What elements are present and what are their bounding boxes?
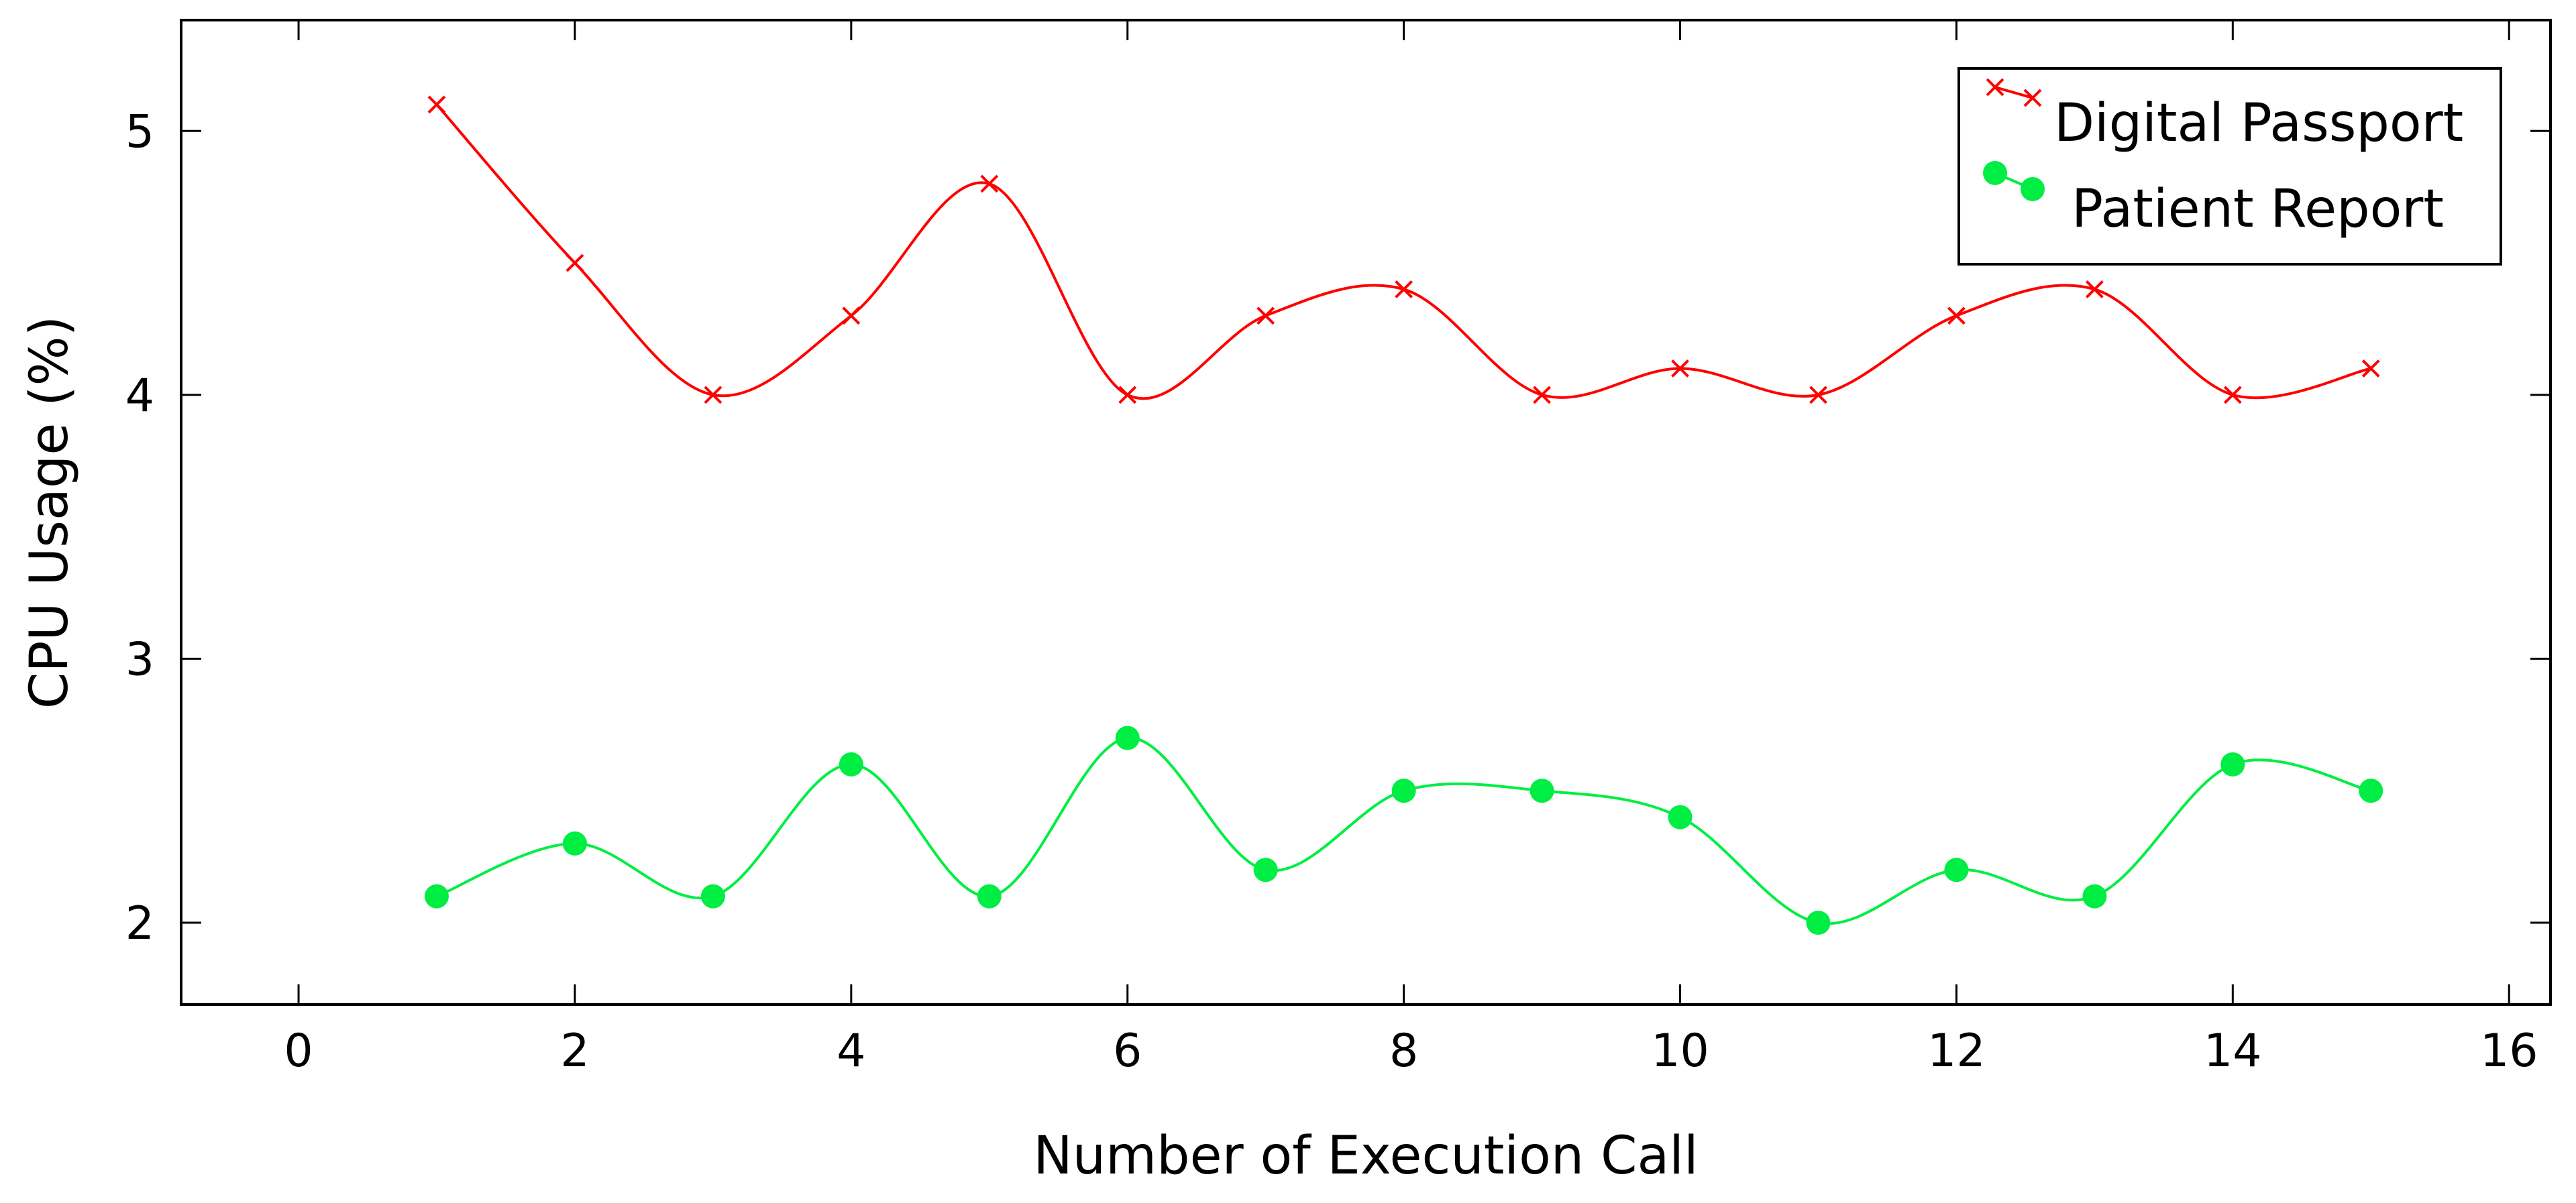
data-point-patient-report (562, 831, 587, 856)
x-tick-label: 16 (2480, 1025, 2538, 1078)
x-tick-label: 12 (1927, 1025, 1986, 1078)
data-point-digital-passport (2361, 359, 2380, 378)
series-digital-passport (427, 95, 2380, 404)
legend-marker-patient-report (2021, 177, 2045, 201)
x-axis-title: Number of Execution Call (1033, 1126, 1698, 1186)
data-point-digital-passport (1395, 280, 1413, 298)
legend-marker-digital-passport (1986, 78, 2004, 97)
plot-frame (180, 19, 2552, 1006)
x-tick-label: 6 (1113, 1025, 1142, 1078)
data-point-digital-passport (566, 253, 584, 272)
data-point-patient-report (425, 884, 449, 909)
data-point-patient-report (2082, 884, 2107, 909)
series-line-digital-passport (435, 103, 2371, 400)
data-point-patient-report (977, 884, 1002, 909)
data-point-patient-report (1529, 779, 1554, 803)
legend-label-digital-passport: Digital Passport (2054, 93, 2463, 154)
data-point-patient-report (1668, 805, 1693, 829)
x-tick-label: 8 (1389, 1025, 1418, 1078)
data-point-patient-report (700, 884, 725, 909)
legend-sample-digital-passport (1986, 78, 2042, 107)
data-point-digital-passport (1809, 386, 1827, 404)
x-tick-label: 2 (560, 1025, 589, 1078)
legend-line-digital-passport (1994, 86, 2033, 99)
legend-box (1957, 67, 2502, 266)
y-axis-title: CPU Usage (%) (19, 316, 80, 709)
data-point-digital-passport (2223, 386, 2242, 404)
legend-label-patient-report: Patient Report (2072, 179, 2444, 239)
data-point-digital-passport (1947, 306, 1966, 325)
legend-sample-patient-report (1983, 161, 2045, 201)
series-line-patient-report (436, 736, 2371, 925)
data-point-digital-passport (1533, 386, 1551, 404)
data-point-digital-passport (1118, 386, 1137, 404)
data-point-digital-passport (1671, 359, 1689, 378)
x-tick-label: 0 (284, 1025, 313, 1078)
y-tick-label: 4 (125, 369, 154, 422)
legend: Digital Passport Patient Report (1957, 67, 2502, 266)
y-tick-label: 3 (125, 633, 154, 686)
x-tick-label: 10 (1651, 1025, 1709, 1078)
series-patient-report (425, 726, 2383, 935)
legend-marker-digital-passport (2023, 89, 2042, 107)
data-point-digital-passport (980, 174, 999, 193)
data-point-digital-passport (842, 306, 861, 325)
data-point-patient-report (2359, 779, 2383, 803)
data-point-patient-report (1806, 910, 1831, 935)
data-point-digital-passport (2085, 280, 2104, 298)
data-point-patient-report (1944, 858, 1969, 882)
legend-marker-patient-report (1983, 161, 2007, 185)
y-tick-label: 2 (125, 897, 154, 950)
series-layer (425, 95, 2383, 935)
data-point-patient-report (1115, 726, 1140, 750)
data-point-digital-passport (704, 386, 722, 404)
x-tick-label: 4 (837, 1025, 865, 1078)
axis-ticks: 0 2 4 6 8 10 12 14 16 2 3 4 5 (125, 20, 2551, 1078)
data-point-digital-passport (1256, 306, 1275, 325)
data-point-patient-report (1391, 779, 1416, 803)
data-point-patient-report (1253, 858, 1278, 882)
x-tick-label: 14 (2204, 1025, 2262, 1078)
data-point-digital-passport (427, 95, 446, 114)
y-tick-label: 5 (125, 105, 154, 158)
data-point-patient-report (839, 752, 863, 777)
data-point-patient-report (2220, 752, 2245, 777)
